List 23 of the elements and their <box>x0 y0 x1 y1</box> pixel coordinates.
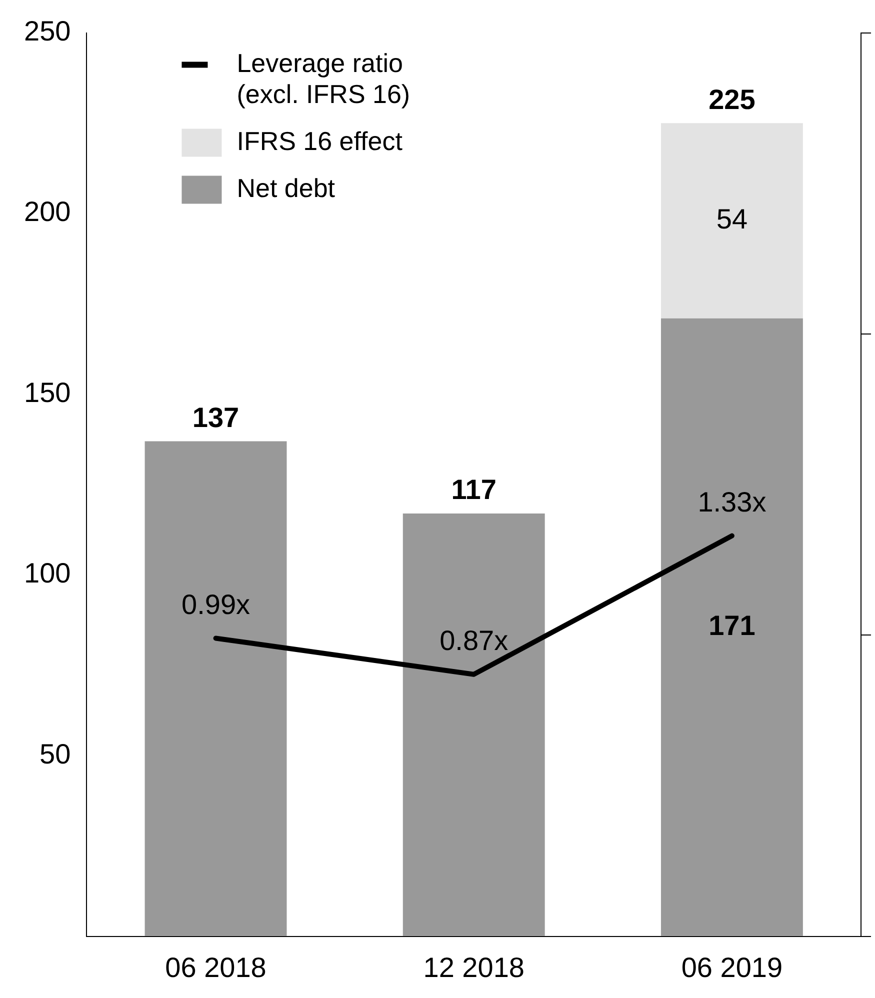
data-label: 54 <box>716 203 748 234</box>
data-label: 1.33x <box>698 486 766 518</box>
bar <box>660 318 803 936</box>
legend-label: IFRS 16 effect <box>236 126 404 156</box>
data-label: 0.99x <box>182 588 250 620</box>
bar <box>402 514 545 936</box>
total-label: 137 <box>192 402 240 433</box>
total-label: 225 <box>708 84 756 115</box>
y-tick-label: 250 <box>24 16 71 47</box>
legend-label: Leverage ratio (excl. IFRS 16) <box>236 48 410 109</box>
data-label: 0.87x <box>440 625 508 656</box>
y-tick-label: 200 <box>24 196 71 228</box>
x-tick-label: 06 2019 <box>681 952 783 983</box>
y-tick-label: 50 <box>40 738 71 770</box>
y-tick-label: 150 <box>24 376 71 408</box>
y-tick-label: 100 <box>24 558 71 589</box>
legend-label: Net debt <box>236 172 336 203</box>
total-label: 117 <box>451 474 496 506</box>
bar <box>660 123 803 318</box>
data-label: 171 <box>708 610 756 641</box>
x-tick-label: 06 2018 <box>165 952 266 983</box>
bar <box>144 441 287 936</box>
x-tick-label: 12 2018 <box>423 952 524 983</box>
